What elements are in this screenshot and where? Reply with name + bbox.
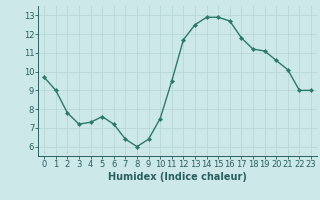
- X-axis label: Humidex (Indice chaleur): Humidex (Indice chaleur): [108, 172, 247, 182]
